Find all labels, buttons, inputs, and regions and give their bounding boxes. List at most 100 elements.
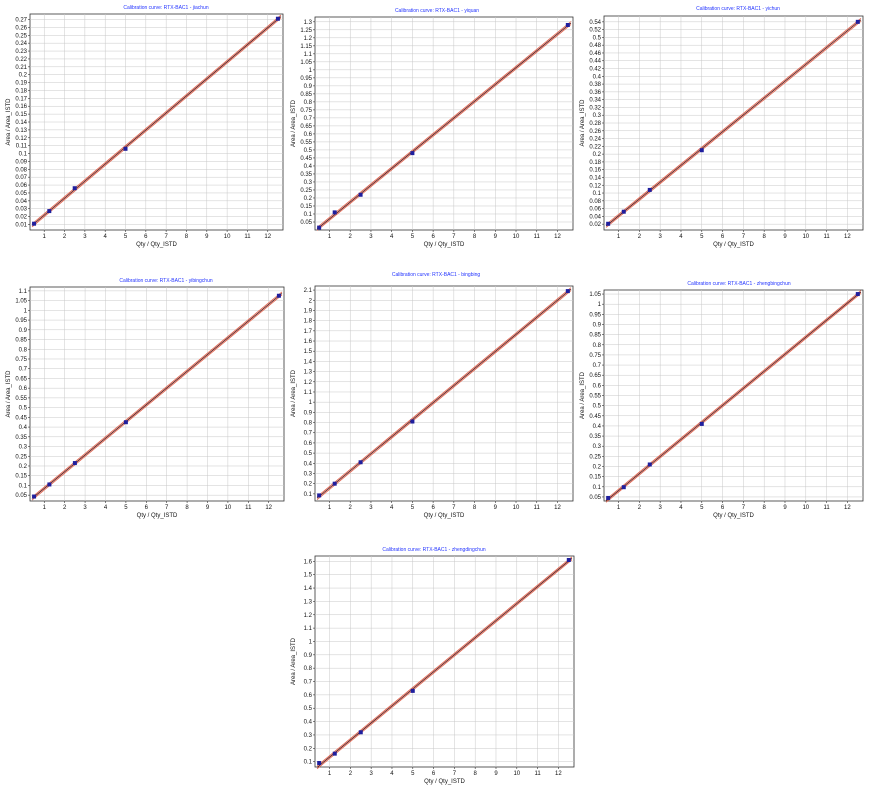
x-tick-label: 3 <box>369 234 373 240</box>
y-tick-label: 0.4 <box>19 425 28 431</box>
y-tick-label: 0.1 <box>304 760 313 766</box>
confidence-band-line <box>605 21 862 228</box>
x-tick-label: 5 <box>411 771 415 777</box>
y-tick-label: 0.24 <box>15 41 27 47</box>
x-tick-label: 10 <box>225 505 232 511</box>
y-tick-label: 0.55 <box>15 396 27 402</box>
x-tick-label: 9 <box>205 234 209 240</box>
x-tick-label: 6 <box>144 234 148 240</box>
y-tick-label: 0.9 <box>304 84 313 90</box>
regression-line <box>31 16 282 226</box>
y-tick-label: 0.15 <box>589 475 601 481</box>
x-tick-label: 8 <box>474 771 478 777</box>
y-tick-label: 1.2 <box>304 36 313 42</box>
y-tick-label: 0.8 <box>593 343 602 349</box>
y-tick-label: 0.21 <box>15 65 27 71</box>
y-tick-label: 0.4 <box>304 164 313 170</box>
y-axis-label: Area / Area_ISTD <box>580 99 586 147</box>
calibration-chart-3: 1 2 3 4 5 6 7 8 9 10 11 120.020.040.060.080.10.120.… <box>580 6 864 248</box>
data-point <box>317 225 322 230</box>
y-tick-label: 1.05 <box>300 60 312 66</box>
y-tick-label: 0.1 <box>19 483 28 489</box>
y-tick-label: 0.6 <box>304 693 313 699</box>
x-tick-label: 7 <box>165 505 169 511</box>
data-point <box>565 23 570 28</box>
y-tick-label: 1.8 <box>304 319 313 325</box>
y-tick-label: 0.15 <box>300 204 312 210</box>
y-tick-label: 0.15 <box>15 112 27 118</box>
y-tick-label: 0.7 <box>304 116 313 122</box>
y-tick-label: 1 <box>309 639 313 645</box>
x-tick-label: 4 <box>390 234 394 240</box>
x-tick-label: 2 <box>63 234 67 240</box>
y-tick-label: 0.48 <box>589 43 601 49</box>
y-tick-label: 1.2 <box>304 380 313 386</box>
x-tick-label: 6 <box>721 234 725 240</box>
y-tick-label: 0.7 <box>593 363 602 369</box>
y-tick-label: 1.1 <box>304 390 313 396</box>
x-tick-label: 4 <box>679 505 683 511</box>
x-tick-label: 11 <box>534 505 541 511</box>
x-tick-label: 2 <box>638 505 642 511</box>
y-tick-label: 0.35 <box>15 435 27 441</box>
y-tick-label: 1.05 <box>589 292 601 298</box>
y-tick-label: 0.54 <box>589 20 601 26</box>
y-tick-label: 0.9 <box>19 328 28 334</box>
y-tick-label: 0.2 <box>304 746 313 752</box>
x-tick-label: 9 <box>494 234 498 240</box>
y-tick-label: 0.55 <box>589 394 601 400</box>
data-point <box>358 730 363 735</box>
x-tick-label: 12 <box>555 771 562 777</box>
y-tick-label: 0.04 <box>589 214 601 220</box>
y-tick-label: 0.95 <box>300 76 312 82</box>
y-tick-label: 0.5 <box>593 35 602 41</box>
calibration-chart-7: 1 2 3 4 5 6 7 8 9 10 11 120.10.20.30.40.50.60.70.80… <box>291 547 575 785</box>
x-tick-label: 11 <box>244 234 251 240</box>
y-tick-label: 0.46 <box>589 51 601 57</box>
data-point <box>332 751 337 756</box>
y-tick-label: 1.1 <box>304 52 313 58</box>
chart-title: Calibration curve: RTX-BAC1 - zhengdingc… <box>382 547 486 553</box>
confidence-band-line <box>31 294 283 501</box>
data-point <box>47 482 52 487</box>
data-point <box>621 209 626 214</box>
y-tick-label: 0.34 <box>589 98 601 104</box>
y-tick-label: 0.5 <box>304 451 313 457</box>
y-tick-label: 1.9 <box>304 308 313 314</box>
y-tick-label: 0.7 <box>19 367 28 373</box>
y-tick-label: 0.3 <box>304 471 313 477</box>
x-tick-label: 7 <box>453 771 457 777</box>
y-tick-label: 1.25 <box>300 28 312 34</box>
x-axis-label: Qty / Qty_ISTD <box>713 513 754 519</box>
x-tick-label: 10 <box>802 505 809 511</box>
y-tick-label: 0.2 <box>19 73 28 79</box>
y-axis-label: Area / Area_ISTD <box>291 637 297 685</box>
x-axis-label: Qty / Qty_ISTD <box>136 242 177 248</box>
y-tick-label: 0.9 <box>593 322 602 328</box>
data-point <box>855 292 860 297</box>
y-tick-label: 0.2 <box>19 464 28 470</box>
y-tick-label: 1 <box>598 302 602 308</box>
x-axis-label: Qty / Qty_ISTD <box>424 242 465 248</box>
data-point <box>358 192 363 197</box>
y-tick-label: 1.05 <box>15 299 27 305</box>
x-tick-label: 4 <box>104 234 108 240</box>
y-tick-label: 1 <box>309 400 313 406</box>
calibration-chart-2: 1 2 3 4 5 6 7 8 9 10 11 120.050.10.150.20.250.30.35… <box>291 8 574 248</box>
x-tick-label: 3 <box>658 505 662 511</box>
x-tick-label: 8 <box>763 505 767 511</box>
y-axis-label: Area / Area_ISTD <box>291 99 297 147</box>
y-tick-label: 0.3 <box>304 733 313 739</box>
x-tick-label: 3 <box>369 505 373 511</box>
y-tick-label: 2.1 <box>304 288 313 294</box>
data-point <box>72 461 77 466</box>
x-tick-label: 7 <box>164 234 168 240</box>
y-tick-label: 1.4 <box>304 586 313 592</box>
x-tick-label: 7 <box>452 505 456 511</box>
data-point <box>410 688 415 693</box>
y-tick-label: 0.85 <box>300 92 312 98</box>
y-tick-label: 1.5 <box>304 573 313 579</box>
y-axis-label: Area / Area_ISTD <box>6 370 12 418</box>
x-tick-label: 10 <box>802 234 809 240</box>
